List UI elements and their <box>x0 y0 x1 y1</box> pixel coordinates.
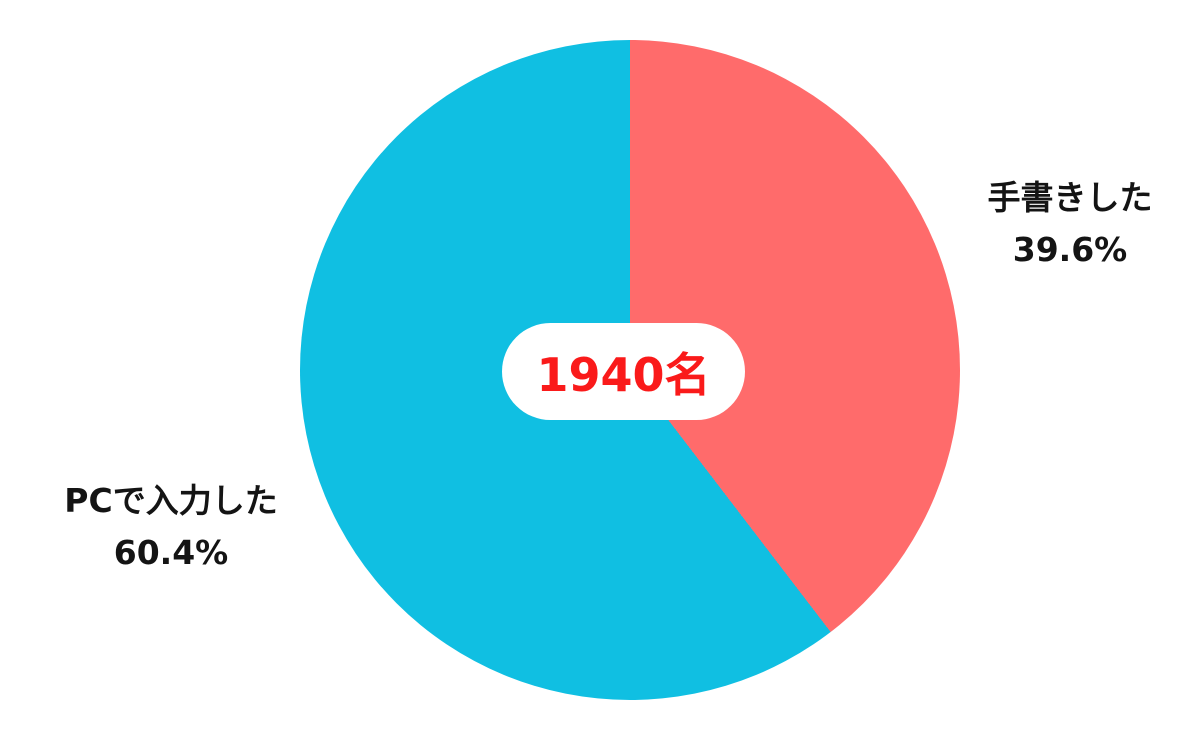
center-total-label: 1940名 <box>536 347 711 402</box>
center-total-badge: 1940名 <box>502 323 745 420</box>
slice-name-pc-input: PCで入力した <box>64 481 278 520</box>
slice-label-pc-input: PCで入力した 60.4% <box>21 475 321 579</box>
slice-name-handwritten: 手書きした <box>987 178 1153 217</box>
slice-label-handwritten: 手書きした 39.6% <box>940 172 1200 276</box>
slice-percent-handwritten: 39.6% <box>1012 230 1128 269</box>
slice-percent-pc-input: 60.4% <box>113 533 229 572</box>
